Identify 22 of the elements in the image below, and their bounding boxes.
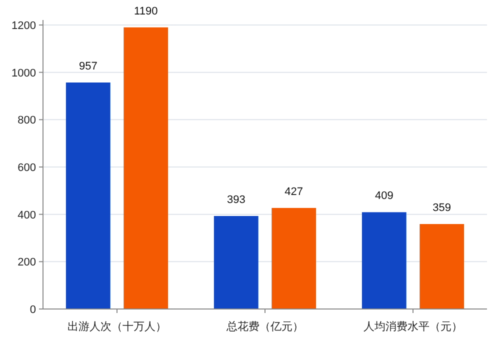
data-label: 957 [78, 60, 98, 73]
bar [214, 216, 258, 309]
y-tick-label: 400 [18, 209, 36, 222]
data-label: 427 [284, 186, 304, 198]
y-tick-label: 1200 [12, 20, 36, 32]
x-tick-label: 人均消费水平（元） [364, 320, 462, 333]
data-label: 409 [374, 190, 394, 202]
y-tick-label: 0 [30, 304, 36, 316]
bar [362, 212, 406, 309]
bar [124, 27, 168, 309]
y-tick-label: 600 [18, 162, 36, 174]
x-tick-label: 总花费（亿元） [226, 320, 304, 333]
y-tick-label: 200 [18, 256, 36, 269]
y-tick-label: 800 [18, 114, 36, 127]
x-tick-label: 出游人次（十万人） [68, 320, 166, 333]
data-label: 359 [432, 202, 452, 214]
data-label: 393 [226, 194, 246, 206]
y-tick-label: 1000 [12, 67, 36, 80]
bar [420, 224, 464, 309]
data-label: 1190 [134, 5, 158, 18]
bar [272, 208, 316, 309]
bar [66, 82, 110, 309]
